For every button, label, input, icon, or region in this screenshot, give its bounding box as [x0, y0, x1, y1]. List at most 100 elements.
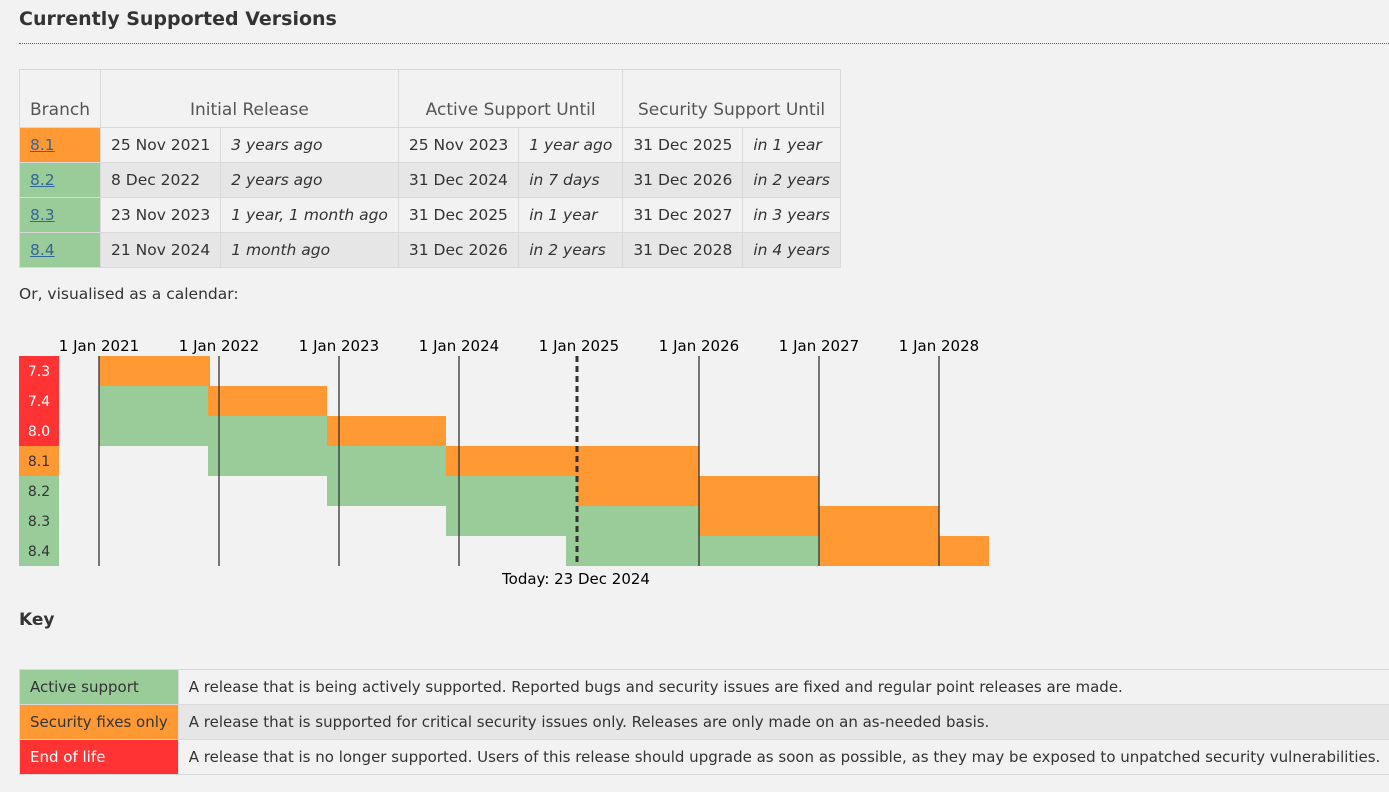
- key-table: Active support A release that is being a…: [19, 669, 1389, 775]
- branch-label-bg-8-0: [19, 416, 59, 446]
- security-support-relative-cell: in 1 year: [742, 127, 841, 163]
- page-title: Currently Supported Versions: [19, 8, 337, 30]
- key-description: A release that is being actively support…: [177, 669, 1389, 705]
- branch-link-8-1[interactable]: 8.1: [30, 136, 55, 154]
- today-label: Today: 23 Dec 2024: [501, 570, 650, 588]
- bar-8-4-security: [819, 506, 939, 566]
- initial-release-date: 8 Dec 2022: [99, 162, 222, 198]
- header-active-support: Active Support Until: [397, 69, 624, 128]
- branch-cell: 8.4: [19, 232, 101, 268]
- security-support-relative-cell: in 4 years: [742, 232, 841, 268]
- branch-label-bg-7-3: [19, 356, 59, 386]
- year-label: 1 Jan 2023: [299, 337, 379, 355]
- table-row: 8.3 23 Nov 2023 1 year, 1 month ago 31 D…: [19, 197, 841, 233]
- key-row: End of life A release that is no longer …: [19, 739, 1389, 775]
- title-divider: [19, 43, 1389, 44]
- active-support-relative: in 1 year: [529, 206, 598, 224]
- key-description: A release that is no longer supported. U…: [177, 739, 1389, 775]
- key-label-eol: End of life: [19, 739, 179, 775]
- initial-release-date: 25 Nov 2021: [99, 127, 222, 163]
- year-label: 1 Jan 2024: [419, 337, 499, 355]
- branch-label-8-3: 8.3: [28, 514, 50, 530]
- initial-release-relative: 2 years ago: [231, 171, 323, 189]
- initial-release-relative: 1 month ago: [231, 241, 331, 259]
- key-label-security: Security fixes only: [19, 704, 179, 740]
- active-support-relative-cell: in 7 days: [518, 162, 624, 198]
- table-row: 8.1 25 Nov 2021 3 years ago 25 Nov 2023 …: [19, 127, 841, 163]
- branch-label-bg-7-4: [19, 386, 59, 416]
- active-support-date: 31 Dec 2025: [397, 197, 520, 233]
- bar-7-3-security: [99, 356, 210, 386]
- table-row: 8.4 21 Nov 2024 1 month ago 31 Dec 2026 …: [19, 232, 841, 268]
- bar-7-4-active: [208, 416, 327, 476]
- initial-release-relative-cell: 2 years ago: [220, 162, 399, 198]
- key-row: Active support A release that is being a…: [19, 669, 1389, 705]
- branch-link-8-3[interactable]: 8.3: [30, 206, 55, 224]
- security-support-relative-cell: in 2 years: [742, 162, 841, 198]
- calendar-intro-text: Or, visualised as a calendar:: [19, 285, 239, 303]
- branch-label-bg-8-4: [19, 536, 59, 566]
- bar-8-0-security: [327, 416, 446, 446]
- initial-release-relative: 1 year, 1 month ago: [231, 206, 388, 224]
- header-initial-release: Initial Release: [99, 69, 399, 128]
- branch-label-bg-8-2: [19, 476, 59, 506]
- active-support-relative-cell: in 2 years: [518, 232, 624, 268]
- bar-8-3-security-b: [699, 476, 819, 536]
- branch-label-8-4: 8.4: [28, 544, 50, 560]
- branch-link-8-4[interactable]: 8.4: [30, 241, 55, 259]
- year-label: 1 Jan 2028: [899, 337, 979, 355]
- header-branch: Branch: [19, 69, 101, 128]
- bar-8-2-active: [566, 506, 699, 566]
- active-support-relative: 1 year ago: [529, 136, 613, 154]
- initial-release-relative-cell: 1 year, 1 month ago: [220, 197, 399, 233]
- key-title: Key: [19, 610, 55, 630]
- initial-release-relative-cell: 3 years ago: [220, 127, 399, 163]
- key-description: A release that is supported for critical…: [177, 704, 1389, 740]
- branch-cell: 8.1: [19, 127, 101, 163]
- branch-label-bg-8-3: [19, 506, 59, 536]
- bar-8-0-active: [327, 446, 446, 506]
- table-row: 8.2 8 Dec 2022 2 years ago 31 Dec 2024 i…: [19, 162, 841, 198]
- active-support-relative: in 7 days: [529, 171, 600, 189]
- security-support-relative: in 4 years: [753, 241, 830, 259]
- security-support-relative: in 3 years: [753, 206, 830, 224]
- branch-cell: 8.3: [19, 197, 101, 233]
- bar-8-3-security-a: [577, 446, 699, 506]
- branch-label-8-0: 8.0: [28, 424, 50, 440]
- year-label: 1 Jan 2027: [779, 337, 859, 355]
- branch-label-8-1: 8.1: [28, 454, 50, 470]
- branch-cell: 8.2: [19, 162, 101, 198]
- year-label: 1 Jan 2025: [539, 337, 619, 355]
- active-support-relative: in 2 years: [529, 241, 606, 259]
- branch-link-8-2[interactable]: 8.2: [30, 171, 55, 189]
- bar-8-3-active: [699, 536, 819, 566]
- bar-7-3-active: [99, 386, 210, 446]
- support-calendar: 1 Jan 2021 1 Jan 2022 1 Jan 2023 1 Jan 2…: [19, 337, 989, 588]
- year-label: 1 Jan 2021: [59, 337, 139, 355]
- branch-label-7-4: 7.4: [28, 394, 50, 410]
- branch-label-bg-8-1: [19, 446, 59, 476]
- bar-7-4-security: [208, 386, 327, 416]
- year-label: 1 Jan 2026: [659, 337, 739, 355]
- initial-release-date: 21 Nov 2024: [99, 232, 222, 268]
- table-header-row: Branch Initial Release Active Support Un…: [19, 69, 841, 128]
- security-support-date: 31 Dec 2025: [622, 127, 744, 163]
- branch-label-7-3: 7.3: [28, 364, 50, 380]
- header-security-support: Security Support Until: [622, 69, 841, 128]
- security-support-date: 31 Dec 2028: [622, 232, 744, 268]
- active-support-date: 31 Dec 2024: [397, 162, 520, 198]
- initial-release-relative-cell: 1 month ago: [220, 232, 399, 268]
- initial-release-date: 23 Nov 2023: [99, 197, 222, 233]
- active-support-date: 25 Nov 2023: [397, 127, 520, 163]
- bar-8-4-security-end: [939, 536, 989, 566]
- security-support-relative-cell: in 3 years: [742, 197, 841, 233]
- security-support-date: 31 Dec 2026: [622, 162, 744, 198]
- initial-release-relative: 3 years ago: [231, 136, 323, 154]
- security-support-relative: in 1 year: [753, 136, 822, 154]
- bar-8-1-active: [446, 476, 577, 536]
- security-support-date: 31 Dec 2027: [622, 197, 744, 233]
- year-label: 1 Jan 2022: [179, 337, 259, 355]
- key-row: Security fixes only A release that is su…: [19, 704, 1389, 740]
- active-support-date: 31 Dec 2026: [397, 232, 520, 268]
